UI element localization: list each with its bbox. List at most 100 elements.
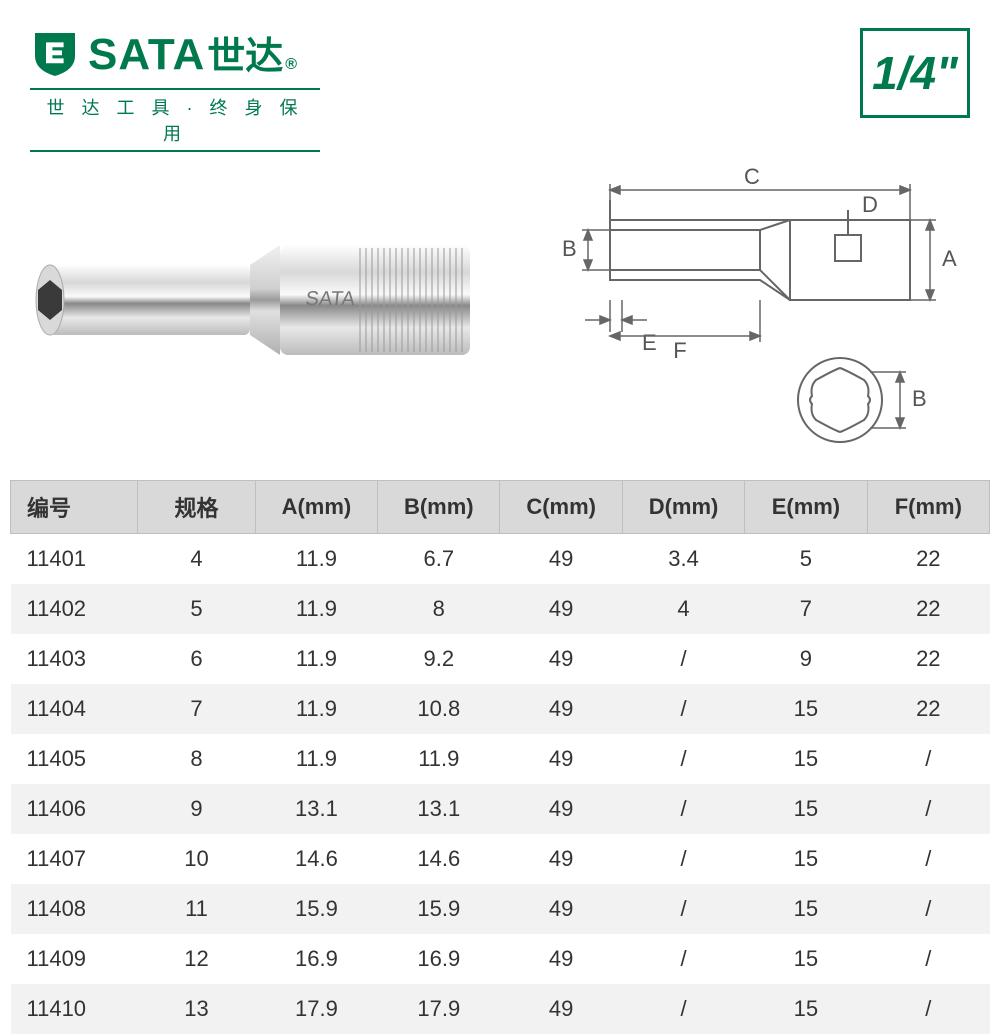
diagram-label-e: E — [642, 330, 657, 355]
table-cell: / — [622, 684, 744, 734]
table-cell: 15 — [745, 984, 867, 1034]
table-cell: 7 — [745, 584, 867, 634]
sata-shield-icon — [30, 28, 80, 78]
table-cell: 14.6 — [378, 834, 500, 884]
table-header: B(mm) — [378, 481, 500, 534]
diagram-label-c: C — [744, 164, 760, 189]
table-cell: / — [622, 734, 744, 784]
table-header: C(mm) — [500, 481, 622, 534]
table-row: 11404711.910.849/1522 — [11, 684, 990, 734]
table-row: 11402511.98494722 — [11, 584, 990, 634]
table-cell: 49 — [500, 634, 622, 684]
table-cell: 4 — [138, 534, 255, 585]
table-cell: / — [867, 934, 989, 984]
table-cell: 3.4 — [622, 534, 744, 585]
table-cell: 15.9 — [255, 884, 377, 934]
table-cell: 13.1 — [378, 784, 500, 834]
table-cell: / — [867, 834, 989, 884]
table-cell: 49 — [500, 534, 622, 585]
table-cell: 49 — [500, 584, 622, 634]
table-cell: 11407 — [11, 834, 138, 884]
table-cell: 8 — [378, 584, 500, 634]
table-cell: 22 — [867, 684, 989, 734]
table-cell: 15 — [745, 734, 867, 784]
svg-text:SATA: SATA — [304, 288, 356, 310]
table-cell: 49 — [500, 934, 622, 984]
brand-header: SATA 世达 ® — [30, 25, 297, 80]
table-cell: 11406 — [11, 784, 138, 834]
table-cell: 11.9 — [255, 734, 377, 784]
table-row: 114091216.916.949/15/ — [11, 934, 990, 984]
table-cell: 17.9 — [378, 984, 500, 1034]
table-cell: 49 — [500, 834, 622, 884]
table-cell: / — [867, 884, 989, 934]
table-row: 114101317.917.949/15/ — [11, 984, 990, 1034]
table-row: 11406913.113.149/15/ — [11, 784, 990, 834]
table-cell: 11408 — [11, 884, 138, 934]
table-cell: 11.9 — [255, 634, 377, 684]
brand-tagline: 世 达 工 具 · 终 身 保 用 — [30, 88, 320, 152]
table-cell: 13 — [138, 984, 255, 1034]
table-cell: 6.7 — [378, 534, 500, 585]
table-cell: / — [622, 884, 744, 934]
table-cell: 11402 — [11, 584, 138, 634]
table-cell: 15.9 — [378, 884, 500, 934]
table-cell: 10.8 — [378, 684, 500, 734]
table-cell: 9 — [138, 784, 255, 834]
table-cell: 5 — [138, 584, 255, 634]
table-cell: 11.9 — [255, 584, 377, 634]
table-row: 11405811.911.949/15/ — [11, 734, 990, 784]
table-header: E(mm) — [745, 481, 867, 534]
table-header: D(mm) — [622, 481, 744, 534]
table-cell: 9.2 — [378, 634, 500, 684]
table-row: 114081115.915.949/15/ — [11, 884, 990, 934]
table-cell: / — [622, 634, 744, 684]
table-cell: 15 — [745, 784, 867, 834]
table-cell: 11405 — [11, 734, 138, 784]
table-cell: 17.9 — [255, 984, 377, 1034]
diagram-label-f: F — [673, 338, 686, 363]
table-cell: 22 — [867, 534, 989, 585]
diagram-label-a: A — [942, 246, 957, 271]
table-cell: 49 — [500, 984, 622, 1034]
diagram-label-d: D — [862, 192, 878, 217]
table-header: A(mm) — [255, 481, 377, 534]
table-row: 114071014.614.649/15/ — [11, 834, 990, 884]
table-header: 规格 — [138, 481, 255, 534]
table-cell: 11.9 — [378, 734, 500, 784]
table-cell: 12 — [138, 934, 255, 984]
table-cell: 15 — [745, 834, 867, 884]
table-cell: / — [622, 784, 744, 834]
table-cell: 11.9 — [255, 534, 377, 585]
table-cell: / — [622, 934, 744, 984]
table-cell: 11404 — [11, 684, 138, 734]
table-cell: 14.6 — [255, 834, 377, 884]
table-cell: 11403 — [11, 634, 138, 684]
table-cell: 6 — [138, 634, 255, 684]
table-cell: 7 — [138, 684, 255, 734]
table-cell: 11 — [138, 884, 255, 934]
table-cell: 49 — [500, 884, 622, 934]
table-cell: 11.9 — [255, 684, 377, 734]
diagram-label-b2: B — [912, 386, 927, 411]
table-row: 11403611.99.249/922 — [11, 634, 990, 684]
diagram-label-b: B — [562, 236, 577, 261]
table-cell: 4 — [622, 584, 744, 634]
table-cell: 49 — [500, 734, 622, 784]
table-cell: 9 — [745, 634, 867, 684]
table-cell: / — [867, 984, 989, 1034]
table-cell: 15 — [745, 884, 867, 934]
table-cell: / — [867, 734, 989, 784]
table-cell: 10 — [138, 834, 255, 884]
table-cell: 5 — [745, 534, 867, 585]
table-cell: 11401 — [11, 534, 138, 585]
table-header: 编号 — [11, 481, 138, 534]
table-cell: 16.9 — [378, 934, 500, 984]
table-cell: / — [867, 784, 989, 834]
table-cell: 15 — [745, 684, 867, 734]
table-cell: 13.1 — [255, 784, 377, 834]
table-cell: 16.9 — [255, 934, 377, 984]
brand-text: SATA 世达 ® — [88, 25, 297, 80]
table-cell: 49 — [500, 684, 622, 734]
table-cell: 22 — [867, 584, 989, 634]
